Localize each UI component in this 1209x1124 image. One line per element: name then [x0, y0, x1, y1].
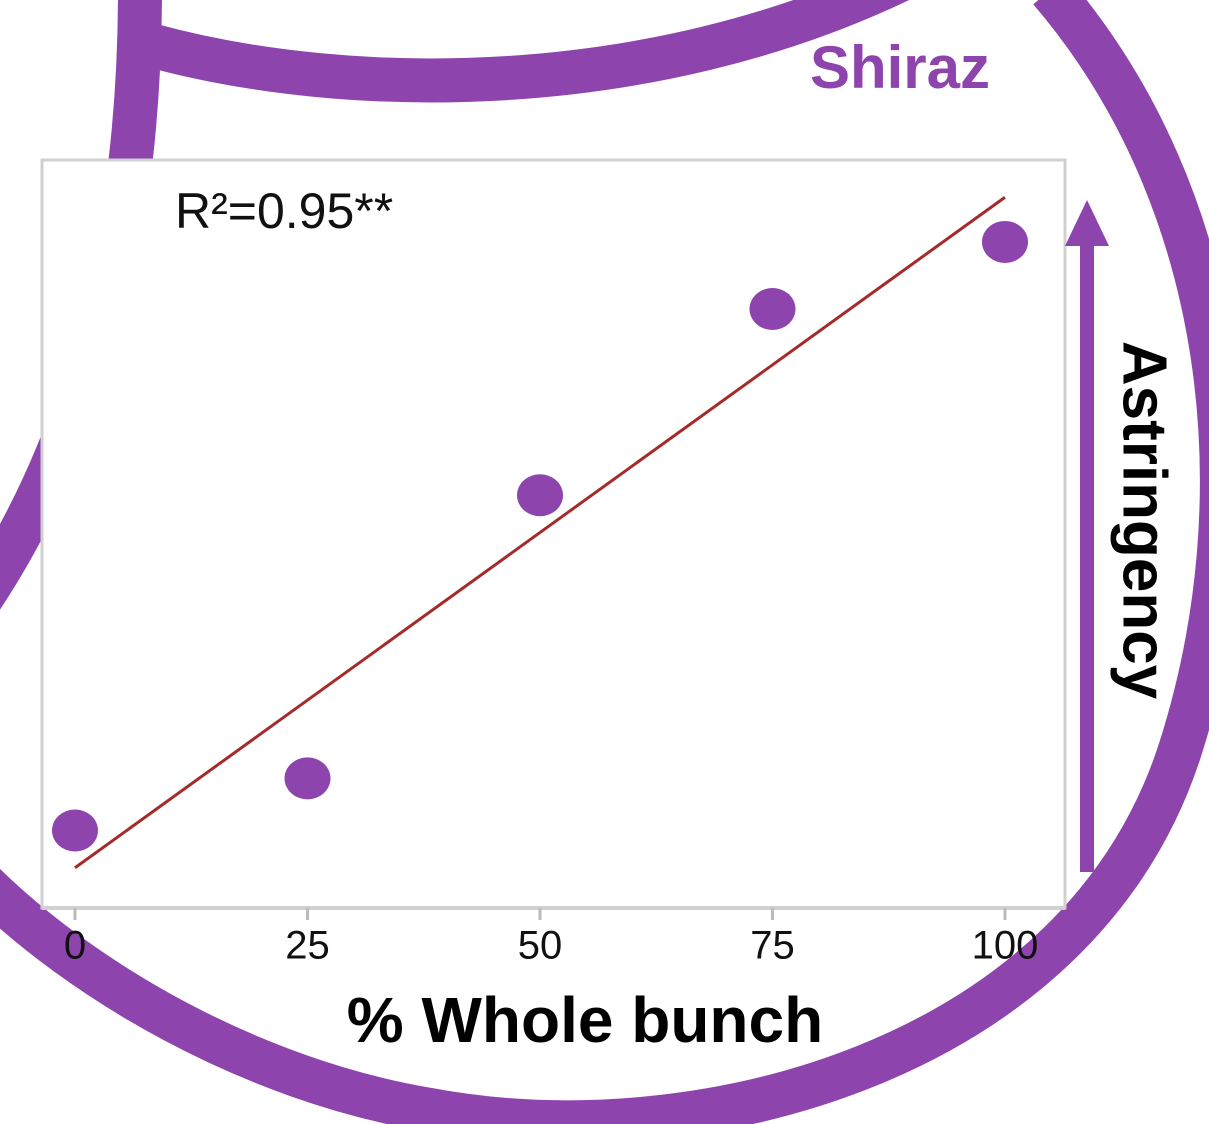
y-arrow-head: [1065, 200, 1109, 246]
x-tick-label: 75: [750, 924, 795, 968]
plot-frame: [42, 160, 1065, 908]
data-point: [52, 810, 98, 852]
data-point: [750, 288, 796, 330]
chart: Shiraz R²=0.95** % Whole bunch Astringen…: [0, 0, 1209, 1124]
y-axis-label: Astringency: [1110, 341, 1179, 700]
x-tick-label: 100: [972, 924, 1039, 968]
ring-arc: [150, 0, 900, 80]
x-tick-label: 25: [285, 924, 330, 968]
data-point: [517, 474, 563, 516]
data-point: [285, 757, 331, 799]
annotation: R²=0.95**: [175, 183, 393, 239]
chart-title: Shiraz: [810, 34, 990, 101]
x-axis-label: % Whole bunch: [347, 984, 823, 1056]
x-tick-label: 50: [518, 924, 563, 968]
data-point: [982, 221, 1028, 263]
x-tick-label: 0: [64, 924, 86, 968]
